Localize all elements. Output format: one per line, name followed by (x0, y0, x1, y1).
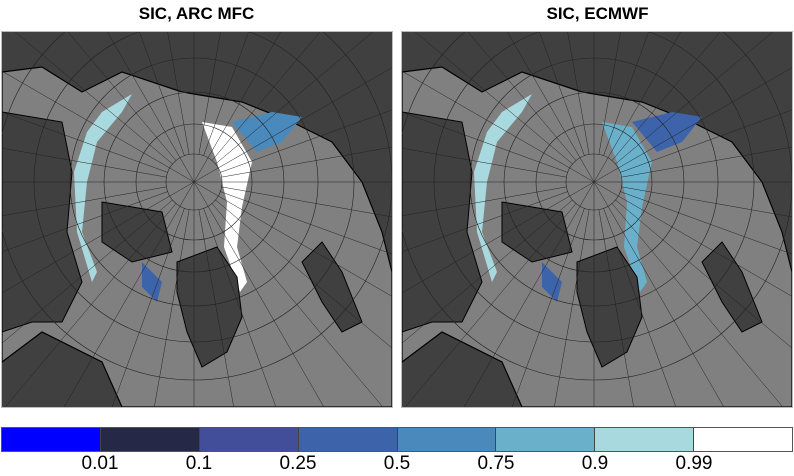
meridian-line (402, 147, 567, 178)
meridian-line (220, 109, 392, 173)
meridian-line (2, 191, 168, 253)
meridian-line (111, 208, 185, 407)
meridian-line (539, 32, 585, 156)
meridian-line (621, 146, 792, 178)
colorbar-bin-6 (595, 428, 695, 451)
meridian-line (2, 199, 173, 344)
meridian-line (63, 181, 195, 407)
meridian-line (511, 208, 585, 407)
colorbar-bin-5 (496, 428, 596, 451)
meridian-line (598, 209, 634, 407)
meridian-line (467, 32, 577, 161)
meridian-line (463, 181, 595, 407)
meridian-line (67, 32, 177, 161)
meridian-line (2, 186, 167, 217)
north-america (2, 111, 83, 333)
north-america (402, 111, 483, 333)
meridian-line (221, 146, 392, 178)
colorbar (1, 427, 793, 452)
meridian-line (193, 32, 281, 183)
meridian-line (2, 181, 195, 294)
meridian-line (167, 32, 190, 155)
meridian-line (507, 32, 595, 183)
meridian-line (193, 67, 392, 183)
meridian-line (603, 208, 677, 407)
sea-ice-barents (632, 112, 702, 152)
meridian-line (402, 181, 595, 294)
colorbar-tick-label: 0.5 (383, 453, 411, 474)
meridian-line (615, 199, 792, 349)
meridian-line (198, 32, 221, 155)
meridian-line (402, 111, 568, 173)
meridian-line (211, 203, 383, 407)
colorbar-tick-label: 0.1 (185, 453, 213, 474)
meridian-line (593, 32, 681, 183)
colorbar-bin-4 (397, 428, 497, 451)
meridian-line (611, 32, 721, 161)
meridian-line (620, 191, 792, 255)
meridian-line (193, 181, 392, 297)
meridian-line (593, 181, 725, 407)
sea-ice-edge-west (74, 94, 132, 282)
meridian-line (567, 32, 590, 155)
meridian-line (215, 199, 392, 349)
meridian-line (598, 32, 621, 155)
meridian-line (193, 181, 325, 407)
meridian-line (139, 32, 185, 156)
colorbar-bin-2 (199, 428, 299, 451)
meridian-line (2, 147, 167, 178)
colorbar-bin-1 (100, 428, 200, 451)
meridian-line (215, 32, 373, 165)
colorbar-tick-label: 0.99 (675, 453, 713, 474)
meridian-line (593, 67, 792, 183)
sea-ice-edge-east (602, 122, 652, 292)
colorbar-bin-7 (694, 428, 792, 451)
meridian-line (221, 186, 392, 218)
sea-ice-edge-east (202, 122, 252, 292)
meridian-line (621, 186, 792, 218)
meridian-line (2, 111, 168, 173)
meridian-line (107, 32, 195, 183)
sea-ice-edge-west (474, 94, 532, 282)
scandinavia (301, 241, 363, 333)
meridian-line (611, 203, 783, 407)
meridian-line (405, 203, 577, 407)
colorbar-tick-label: 0.75 (477, 453, 515, 474)
sea-ice-baffin (142, 262, 162, 302)
meridian-line (620, 109, 792, 173)
meridian-line (211, 32, 321, 161)
panel-title-arc-mfc: SIC, ARC MFC (138, 4, 255, 23)
meridian-line (5, 203, 177, 407)
meridian-line (593, 181, 792, 297)
meridian-line (154, 209, 190, 407)
sea-ice-baffin (542, 262, 562, 302)
meridian-line (615, 32, 773, 165)
meridian-line (402, 70, 595, 183)
meridian-line (402, 186, 567, 217)
meridian-line (203, 208, 277, 407)
panel-title-ecmwf: SIC, ECMWF (546, 4, 649, 23)
sea-ice-barents (232, 112, 302, 152)
colorbar-bin-3 (298, 428, 398, 451)
meridian-line (554, 209, 590, 407)
scandinavia (701, 241, 763, 333)
meridian-line (15, 32, 173, 165)
meridian-line (203, 32, 249, 156)
meridian-line (415, 32, 573, 165)
colorbar-tick-label: 0.25 (279, 453, 317, 474)
meridian-line (220, 191, 392, 255)
meridian-line (402, 199, 573, 344)
meridian-line (2, 70, 195, 183)
colorbar-tick-label: 0.9 (581, 453, 609, 474)
colorbar-tick-label: 0.01 (81, 453, 119, 474)
meridian-line (603, 32, 649, 156)
map-panel-ecmwf (401, 31, 793, 408)
meridian-line (198, 209, 234, 407)
colorbar-bin-0 (2, 428, 101, 451)
meridian-line (402, 191, 568, 253)
map-panel-arc-mfc (1, 31, 393, 408)
